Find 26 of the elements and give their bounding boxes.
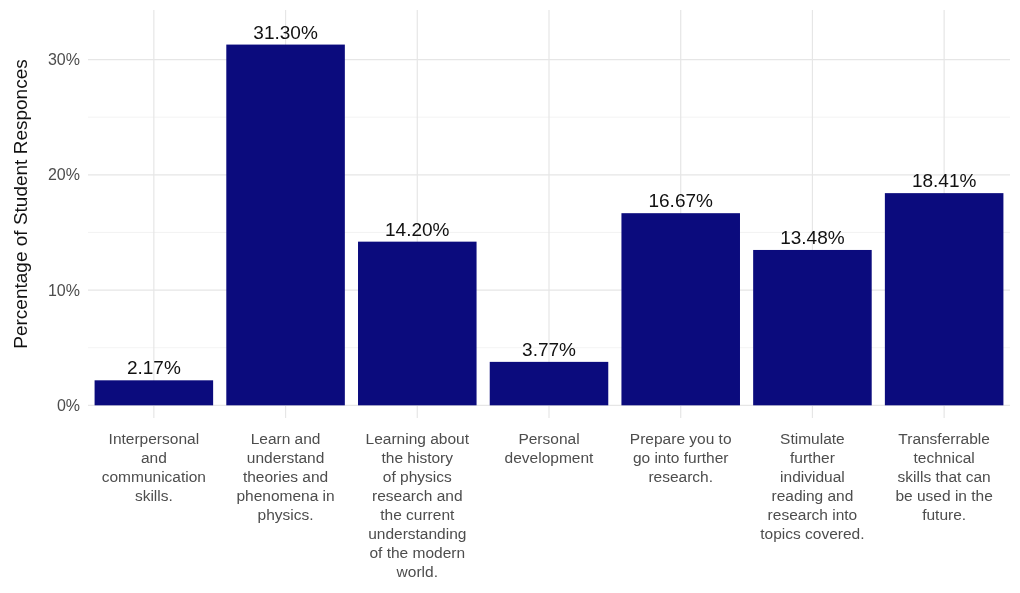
x-tick-label: Interpersonal and communication skills. (101, 430, 206, 504)
bar (226, 44, 345, 406)
data-label: 16.67% (648, 190, 714, 212)
data-label: 31.30% (253, 21, 318, 43)
data-label: 18.41% (911, 170, 977, 192)
x-tick-label: Learning about the history of physics research and the current understanding of the modern world. (365, 430, 470, 580)
bar (489, 361, 609, 406)
bar (621, 213, 740, 406)
bar (94, 380, 214, 406)
y-axis-title: Percentage of Student Responces (10, 59, 31, 349)
data-label: 13.48% (780, 226, 845, 248)
x-tick-label: Prepare you to go into further research. (629, 430, 732, 485)
x-tick-label: Stimulate further individual reading and research into topics covered. (760, 430, 865, 542)
y-tick-label: 20% (47, 166, 80, 184)
y-tick-label: 0% (56, 396, 80, 414)
data-label: 14.20% (385, 218, 450, 240)
y-tick-label: 30% (47, 51, 80, 69)
data-label: 2.17% (126, 357, 181, 379)
bar (753, 249, 872, 406)
y-tick-label: 10% (47, 281, 80, 299)
x-tick-label: Transferrable technical skills that can be used in the future. (895, 430, 993, 523)
x-tick-label: Learn and understand theories and phenomena in physics. (236, 430, 335, 523)
bar (884, 193, 1004, 406)
x-tick-label: Personal development (504, 430, 595, 466)
bar (358, 241, 477, 406)
data-label: 3.77% (522, 338, 577, 360)
